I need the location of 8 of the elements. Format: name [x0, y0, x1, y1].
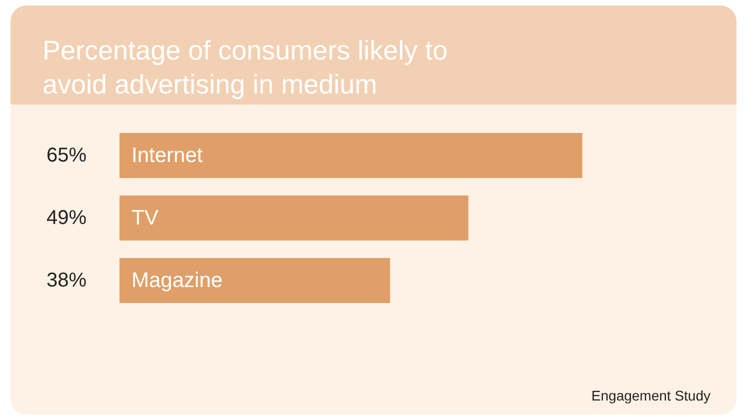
data-label: 38%: [46, 270, 87, 292]
data-label: 65%: [46, 144, 87, 166]
text: Engagement Study: [591, 388, 711, 404]
chart-title: Percentage of consumers likely to avoid advertising in medium: [42, 36, 448, 100]
y-tick-label: Internet: [132, 144, 203, 167]
data-label: 49%: [46, 207, 87, 229]
y-tick-label: Magazine: [132, 269, 223, 292]
y-tick-label: TV: [132, 206, 158, 230]
